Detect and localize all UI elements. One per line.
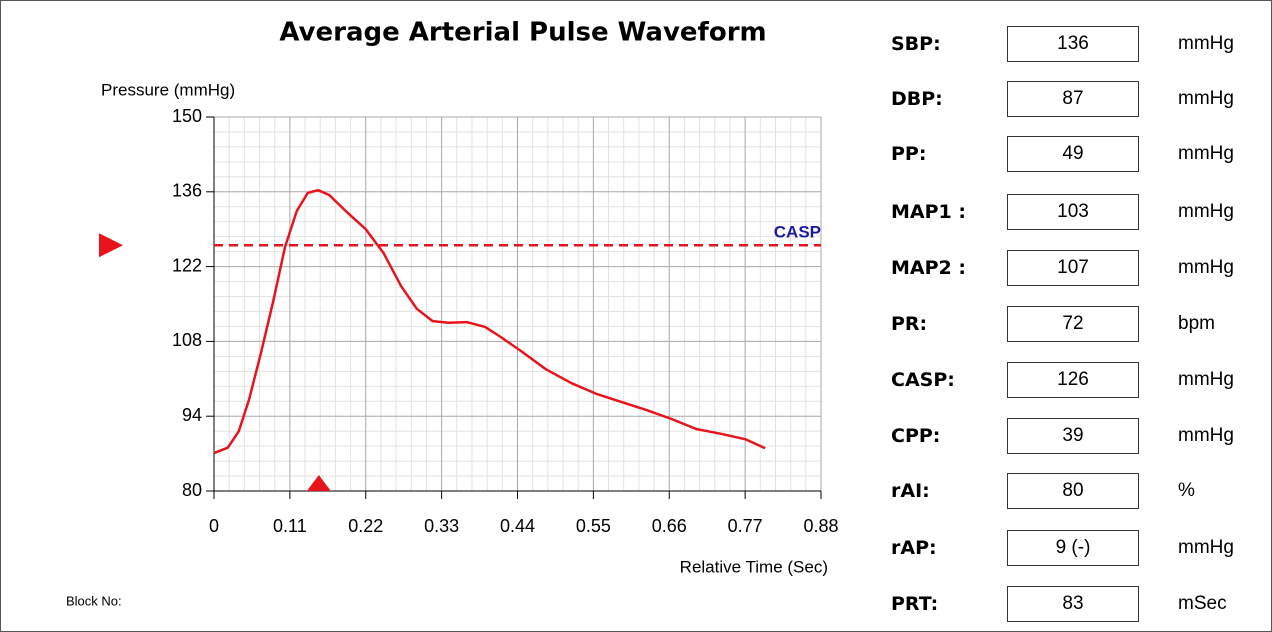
y-axis-label: Pressure (mmHg) <box>101 80 235 99</box>
parameter-unit: mmHg <box>1178 88 1234 109</box>
parameter-value: 72 <box>1007 306 1139 342</box>
y-tick-label: 122 <box>172 255 202 275</box>
parameter-unit: mmHg <box>1178 369 1234 390</box>
reference-label: CASP <box>774 223 821 242</box>
parameter-unit: % <box>1178 480 1195 501</box>
parameter-unit: bpm <box>1178 313 1215 334</box>
parameter-label: PRT: <box>891 593 939 615</box>
parameter-value: 83 <box>1007 586 1139 622</box>
x-axis-label: Relative Time (Sec) <box>680 557 828 576</box>
parameter-label: PP: <box>891 143 927 165</box>
parameter-unit: mmHg <box>1178 257 1234 278</box>
parameter-unit: mmHg <box>1178 537 1234 558</box>
parameter-unit: mmHg <box>1178 143 1234 164</box>
parameter-unit: mmHg <box>1178 201 1234 222</box>
reference-marker <box>99 233 123 258</box>
parameter-value: 87 <box>1007 81 1139 117</box>
x-tick-label: 0.22 <box>348 516 383 536</box>
parameter-unit: mmHg <box>1178 425 1234 446</box>
waveform-line <box>213 188 766 455</box>
parameter-label: SBP: <box>891 33 941 55</box>
x-tick-label: 0.44 <box>500 516 535 536</box>
parameter-label: PR: <box>891 313 928 335</box>
parameter-label: rAP: <box>891 537 937 559</box>
y-tick-label: 136 <box>172 181 202 201</box>
footer-label: Block No: <box>66 593 122 608</box>
parameter-value: 103 <box>1007 194 1139 230</box>
x-tick-label: 0.66 <box>652 516 687 536</box>
parameter-label: MAP1 : <box>891 201 966 223</box>
peak-marker <box>306 475 331 491</box>
parameter-label: rAI: <box>891 480 930 502</box>
x-tick-label: 0.33 <box>424 516 459 536</box>
y-tick-label: 150 <box>172 106 202 126</box>
parameter-value: 80 <box>1007 473 1139 509</box>
parameter-label: MAP2 : <box>891 257 966 279</box>
parameter-value: 107 <box>1007 250 1139 286</box>
parameter-value: 136 <box>1007 26 1139 62</box>
parameter-unit: mmHg <box>1178 33 1234 54</box>
x-tick-label: 0 <box>209 516 219 536</box>
parameter-value: 49 <box>1007 136 1139 172</box>
chart-title: Average Arterial Pulse Waveform <box>279 18 766 48</box>
y-tick-label: 94 <box>182 405 202 425</box>
y-tick-label: 80 <box>182 480 202 500</box>
parameter-value: 126 <box>1007 362 1139 398</box>
parameter-label: CASP: <box>891 369 955 391</box>
y-tick-label: 108 <box>172 330 202 350</box>
parameter-label: DBP: <box>891 88 943 110</box>
parameter-unit: mSec <box>1178 593 1227 614</box>
x-tick-label: 0.88 <box>803 516 838 536</box>
parameter-value: 39 <box>1007 418 1139 454</box>
x-tick-label: 0.77 <box>728 516 763 536</box>
chart: Average Arterial Pulse Waveform Pressure… <box>66 18 839 609</box>
parameter-value: 9 (-) <box>1007 530 1139 566</box>
x-tick-label: 0.55 <box>576 516 611 536</box>
x-tick-label: 0.11 <box>273 516 307 536</box>
parameter-label: CPP: <box>891 425 941 447</box>
